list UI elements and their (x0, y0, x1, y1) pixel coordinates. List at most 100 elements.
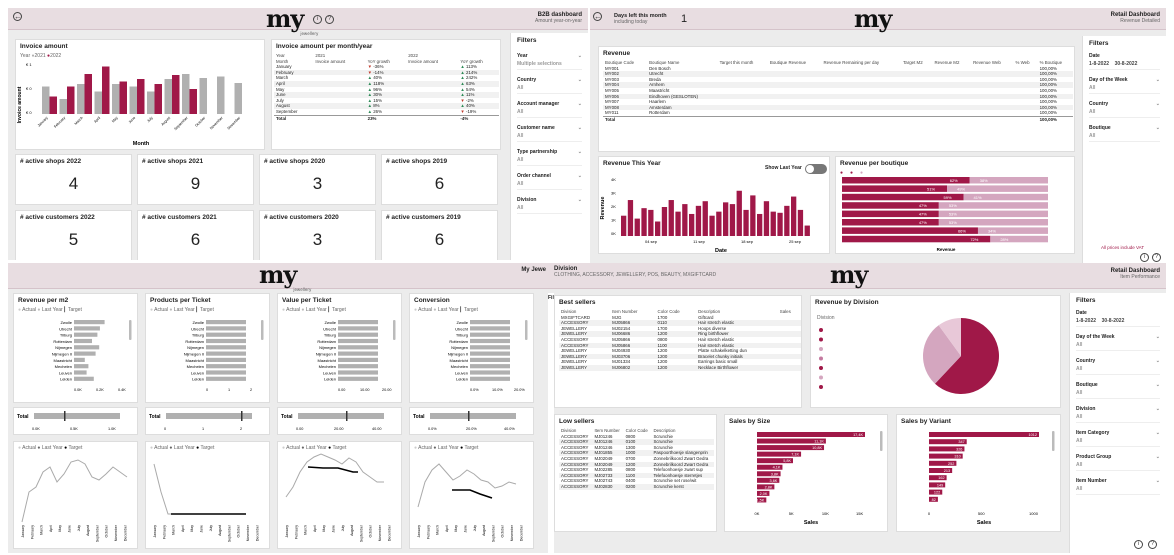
info-icon[interactable]: i (1140, 253, 1149, 262)
column-header[interactable]: Item Number (594, 428, 620, 433)
revenue-bar (804, 225, 810, 236)
date-filter[interactable]: Date 1-8-2022 30-8-2022 (1083, 51, 1166, 72)
help-icon[interactable]: ? (325, 15, 334, 24)
bar-2021 (129, 86, 137, 114)
column-header[interactable]: % Boutique (1039, 60, 1063, 65)
filter-dropdown[interactable]: Division ⌄ All (511, 195, 588, 216)
column-header[interactable]: Color Code (625, 428, 648, 433)
total-bar-fill (298, 413, 384, 419)
x-tick-label: November (246, 524, 250, 541)
revenue-bar (797, 209, 804, 236)
x-tick-label: January (285, 525, 289, 538)
filter-dropdown[interactable]: Item Number ⌄ All (1070, 476, 1166, 497)
data-label: 17,4K (853, 433, 863, 437)
boutique-label: Maastricht (186, 358, 205, 363)
column-header[interactable]: Target M2 (903, 60, 923, 65)
y-tick-label: € 1 (26, 62, 32, 67)
boutique-bar (338, 320, 378, 325)
column-header[interactable]: Boutique Revenue (769, 60, 807, 65)
b2b-dashboard-screen: ← myjewellery i ? B2B dashboard Amount y… (8, 8, 588, 260)
chart-legend: ● ● ● (840, 170, 863, 176)
x-tick-label: January (153, 525, 157, 538)
column-header[interactable]: Boutique Code (605, 60, 635, 65)
filter-dropdown[interactable]: Division ⌄ All (1070, 404, 1166, 425)
column-header[interactable]: Sales (779, 309, 791, 314)
column-header[interactable]: Target this month (719, 60, 754, 65)
card-title: Revenue This Year (603, 160, 661, 167)
scrollbar[interactable] (393, 320, 396, 340)
sales-bar (757, 464, 783, 470)
chart-legend: ● Actual ● Last Year ● Target (150, 445, 215, 451)
kpi-card: # active shops 2019 6 (381, 154, 498, 205)
filter-dropdown[interactable]: Type partnership ⌄ All (511, 147, 588, 168)
revenue-per-boutique-chart: 62% 38%51% 49%59% 41%47% 53%47% 53%47% 53%66% 3… (842, 177, 1048, 252)
info-icon[interactable]: i (313, 15, 322, 24)
data-label: 53% (949, 212, 957, 217)
info-icon[interactable]: i (1134, 540, 1143, 549)
back-icon[interactable]: ← (13, 12, 22, 21)
filter-dropdown[interactable]: Boutique ⌄ All (1083, 123, 1166, 144)
column-header[interactable]: Boutique Name (649, 60, 680, 65)
column-header[interactable]: Color Code (657, 309, 680, 314)
total-label: Total (17, 414, 29, 420)
filter-dropdown[interactable]: Day of the Week ⌄ All (1083, 75, 1166, 96)
data-label: 49% (957, 186, 965, 191)
kpi-label: # active shops 2020 (264, 158, 326, 165)
column-header[interactable]: Revenue M2 (934, 60, 960, 65)
filter-dropdown[interactable]: Item Category ⌄ All (1070, 428, 1166, 449)
back-icon[interactable]: ← (593, 12, 602, 21)
scrollbar[interactable] (1052, 431, 1055, 451)
kpi-bar-card: Conversion ● Actual ● Last Year ▎Target Zw… (409, 293, 534, 403)
legend-dot (819, 328, 823, 332)
help-icon[interactable]: ? (1152, 253, 1161, 262)
column-header[interactable]: Revenue Web (973, 60, 1001, 65)
actual-line (417, 463, 517, 508)
filter-dropdown[interactable]: Country ⌄ All (1083, 99, 1166, 120)
column-header[interactable]: Division (561, 428, 577, 433)
b2b-header: ← myjewellery i ? B2B dashboard Amount y… (8, 8, 588, 36)
filter-dropdown[interactable]: Country ⌄ All (1070, 356, 1166, 377)
column-header[interactable]: % Web (1015, 60, 1030, 65)
sales-bar (757, 445, 825, 451)
sales-bar (757, 497, 767, 503)
scrollbar[interactable] (261, 320, 264, 340)
column-header[interactable]: Item Number (612, 309, 638, 314)
x-tick-label: July (77, 525, 81, 531)
x-tick-label: 15K (856, 511, 863, 516)
column-header[interactable]: Description (698, 309, 721, 314)
scrollbar[interactable] (525, 320, 528, 340)
column-header[interactable]: Division (561, 309, 577, 314)
legend-title: Division (817, 315, 835, 321)
total-bar-fill (166, 413, 252, 419)
filter-dropdown[interactable]: Boutique ⌄ All (1070, 380, 1166, 401)
date-filter[interactable]: Date 1-8-2022 30-8-2022 (1070, 308, 1166, 329)
column-header[interactable]: Description (653, 428, 676, 433)
x-tick-label: June (464, 525, 468, 533)
filter-dropdown[interactable]: Order channel ⌄ All (511, 171, 588, 192)
filter-dropdown[interactable]: Country ⌄ All (511, 75, 588, 96)
scrollbar[interactable] (129, 320, 132, 340)
data-label: 347 (958, 440, 964, 444)
column-header[interactable]: Revenue Remaining per day (823, 60, 880, 65)
help-icon[interactable]: ? (1148, 540, 1157, 549)
item-header: Division CLOTHING, ACCESSORY, JEWELLERY,… (548, 263, 1166, 289)
table-row: ACCESSORY MJ01246 1300 Scrunchie (561, 444, 673, 450)
data-label: 41% (974, 195, 982, 200)
boutique-label: Mechelen (451, 364, 468, 369)
scrollbar[interactable] (880, 431, 883, 451)
low-sellers-table: Division Item Number Color Code Description… (559, 428, 714, 490)
filter-dropdown[interactable]: Product Group ⌄ All (1070, 452, 1166, 473)
filters-panel: Filters Date 1-8-2022 30-8-2022 Day of t… (1069, 293, 1166, 553)
total-bar: Total 0.0% 20.0% 40.0% (413, 411, 516, 431)
card-title: Invoice amount per month/year (276, 43, 373, 50)
x-tick-label: 0.00 (338, 388, 345, 392)
table-row: June ▲ 30% ▲ 11% (274, 92, 499, 98)
x-tick-label: December (519, 524, 523, 541)
show-last-year-toggle[interactable] (805, 164, 827, 174)
filter-dropdown[interactable]: Day of the Week ⌄ All (1070, 332, 1166, 353)
filter-dropdown[interactable]: Account manager ⌄ All (511, 99, 588, 120)
filter-dropdown[interactable]: Customer name ⌄ All (511, 123, 588, 144)
filter-dropdown[interactable]: Year ⌄ Multiple selections (511, 51, 588, 72)
table-row: March ▲ 40% ▲ 242% (276, 75, 478, 81)
